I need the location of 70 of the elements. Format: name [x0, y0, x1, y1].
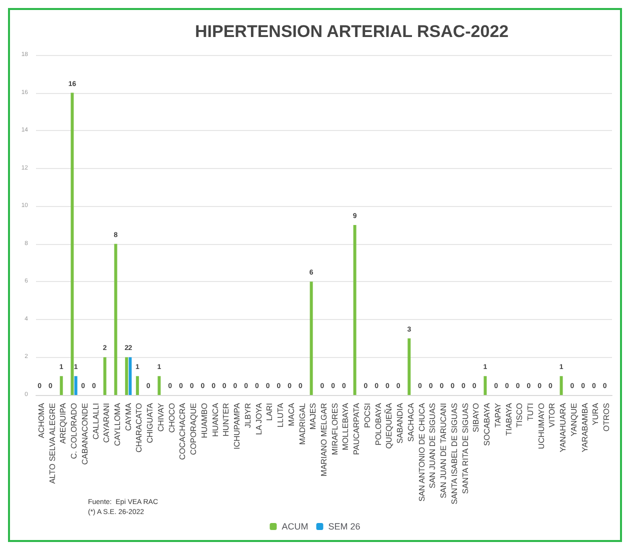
x-tick-label: ICHUPAMPA: [232, 402, 242, 450]
x-tick-label: QUEQUEÑA: [384, 402, 394, 449]
x-tick-label: SANTA ISABEL DE SIGUAS: [450, 403, 459, 504]
bar: [310, 282, 313, 395]
x-tick-label: CAYARANI: [102, 403, 112, 443]
x-tick-label: MACA: [286, 402, 296, 426]
x-tick-label: TIABAYA: [504, 402, 514, 436]
chart-title: HIPERTENSION ARTERIAL RSAC-2022: [195, 22, 509, 41]
x-tick-label: SAN ANTONIO DE CHUCA: [417, 402, 426, 502]
x-tick-label: POCSI: [362, 403, 372, 428]
x-tick-label: JLBYR: [243, 402, 252, 428]
x-tick-label: CAYLLOMA: [113, 402, 122, 446]
x-tick-label: C. COLORADO: [70, 403, 79, 460]
legend-label: ACUM: [282, 522, 308, 532]
x-tick-label: TISCO: [515, 403, 524, 428]
x-tick-label: HUNTER: [222, 402, 231, 436]
x-tick-label: MAJES: [308, 403, 318, 430]
x-tick-label: TUTI: [526, 403, 535, 421]
legend-label: SEM 26: [328, 522, 360, 532]
x-tick-label: CAYMA: [124, 402, 133, 431]
x-tick-label: LA JOYA: [254, 402, 264, 435]
x-tick-label: PAUCARPATA: [352, 402, 362, 455]
bar: [560, 376, 563, 395]
x-tick-label: VITOR: [548, 402, 557, 428]
bar: [484, 376, 487, 395]
x-tick-label: MARIANO MELGAR: [320, 402, 328, 476]
x-tick-label: CHOCO: [167, 403, 176, 433]
x-tick-label: AREQUIPA: [58, 402, 68, 444]
bar: [353, 225, 356, 395]
bar: [103, 357, 106, 395]
x-tick-label: COPORAQUE: [189, 403, 198, 456]
bar: [74, 376, 78, 395]
x-tick-label: MOLLEBAYA: [341, 402, 350, 450]
x-tick-label: SOCABAYA: [482, 402, 492, 446]
bar: [125, 357, 128, 395]
x-tick-label: LLUTA: [276, 402, 286, 428]
x-tick-label: SIBAYO: [472, 403, 481, 432]
x-tick-label: CHIGUATA: [146, 402, 155, 444]
x-tick-label: ALTO SELVA ALEGRE: [48, 403, 57, 484]
x-tick-label: SAN JUAN DE TARUCANI: [439, 403, 448, 498]
x-tick-label: SABANDIA: [396, 402, 405, 444]
bar: [60, 376, 63, 395]
x-tick-label: YARABAMBA: [580, 402, 590, 452]
x-tick-label: YURA: [591, 402, 600, 426]
bar: [128, 357, 132, 395]
x-tick-label: SANTA RITA DE SIGUAS: [460, 403, 470, 494]
x-tick-label: CALLALLI: [91, 403, 100, 440]
x-tick-label: LARI: [265, 403, 274, 421]
x-tick-label: MADRIGAL: [298, 402, 307, 445]
x-tick-label: SACHACA: [406, 402, 416, 442]
bar: [158, 376, 161, 395]
x-tick-label: YANAHUARA: [558, 402, 568, 452]
x-tick-label: POLOBAYA: [374, 402, 383, 446]
bar: [408, 338, 411, 395]
x-tick-label: ACHOMA: [36, 402, 46, 438]
bar: [70, 92, 74, 395]
x-tick-label: YANQUE: [569, 403, 578, 436]
x-tick-label: MIRAFLORES: [330, 403, 340, 456]
x-tick-label: COCACHACRA: [178, 402, 188, 460]
x-tick-label: SAN JUAN DE SIGUAS: [428, 403, 438, 488]
bar: [136, 376, 139, 395]
x-tick-label: CABANACONDE: [80, 403, 90, 465]
x-tick-label: HUAMBO: [200, 403, 209, 438]
x-tick-label: HUANCA: [210, 402, 220, 437]
x-tick-label: CHIVAY: [156, 402, 166, 432]
x-tick-label: CHARACATO: [134, 403, 144, 452]
x-tick-label: UCHUMAYO: [536, 403, 546, 450]
x-tick-label: OTROS: [602, 403, 612, 432]
x-tick-label: TAPAY: [493, 402, 502, 428]
bar: [114, 244, 118, 395]
